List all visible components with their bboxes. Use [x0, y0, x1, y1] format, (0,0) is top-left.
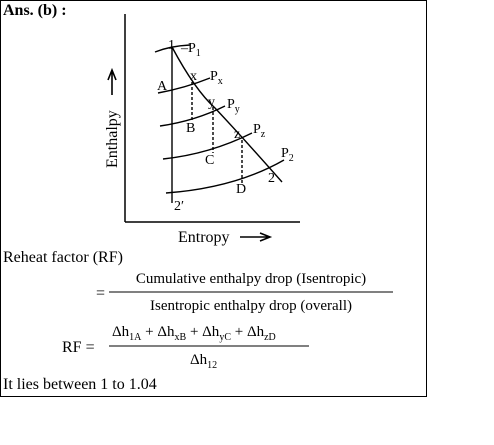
pressure-label: Px — [210, 69, 223, 87]
denominator: Isentropic enthalpy drop (overall) — [150, 298, 352, 314]
point-label: A — [157, 79, 168, 94]
pressure-line — [157, 77, 211, 94]
pressure-line — [159, 105, 226, 127]
expansion-line — [171, 46, 283, 183]
pressure-label: Py — [227, 97, 240, 115]
point-label: 2 — [268, 171, 275, 186]
x-axis-label: Entropy — [178, 229, 230, 246]
point-label: y — [208, 95, 215, 110]
y-arrow — [107, 67, 117, 95]
point-label: 1 — [168, 38, 175, 53]
pressure-label: P2 — [281, 146, 294, 164]
header-title: Ans. (b) : — [3, 2, 67, 19]
pressure-line — [165, 159, 285, 194]
diagram: 1 A x y B z C D 2 2′ –P1 Px Py Pz P2 Ent… — [104, 14, 300, 246]
border — [0, 0, 427, 397]
note: It lies between 1 to 1.04 — [3, 376, 157, 393]
point-label: B — [186, 121, 195, 136]
point-label: 2′ — [174, 199, 184, 214]
point-label: z — [234, 127, 240, 142]
pressure-label: –P1 — [180, 41, 201, 59]
point-label: x — [190, 69, 197, 84]
formula-denominator: Δh12 — [190, 352, 217, 371]
y-axis-label: Enthalpy — [104, 110, 121, 168]
numerator: Cumulative enthalpy drop (Isentropic) — [136, 271, 366, 287]
x-arrow — [240, 232, 273, 242]
point-label: D — [236, 182, 246, 197]
pressure-label: Pz — [253, 122, 266, 140]
equals: = — [96, 285, 105, 302]
pressure-line — [154, 44, 191, 53]
formula-numerator: Δh1A + ΔhxB + ΔhyC + ΔhzD — [112, 324, 276, 344]
point-label: C — [205, 153, 214, 168]
formula-lhs: RF = — [62, 339, 95, 356]
definition-label: Reheat factor (RF) — [3, 249, 123, 266]
